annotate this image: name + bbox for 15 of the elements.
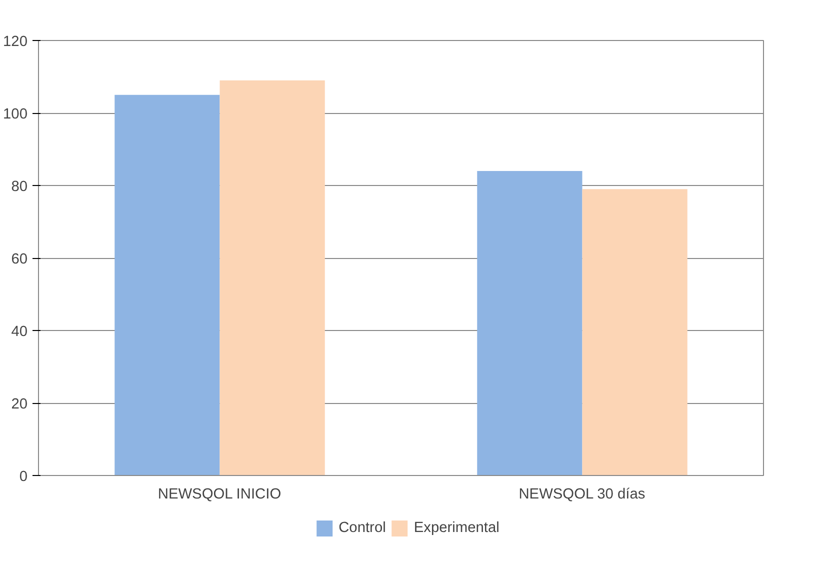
y-tick-label: 0 xyxy=(19,469,28,485)
y-tick-label: 40 xyxy=(11,324,28,340)
legend-label: Experimental xyxy=(414,520,500,536)
legend-label: Control xyxy=(338,520,386,536)
x-tick-label: NEWSQOL INICIO xyxy=(158,486,282,502)
y-tick-label: 60 xyxy=(11,252,28,268)
y-tick-label: 20 xyxy=(11,396,28,412)
bar xyxy=(220,80,325,476)
bar xyxy=(582,189,688,476)
y-tick-label: 120 xyxy=(3,34,28,50)
y-tick-label: 100 xyxy=(3,106,28,122)
y-tick-label: 80 xyxy=(11,179,28,195)
x-tick-label: NEWSQOL 30 días xyxy=(518,486,646,502)
bar xyxy=(114,94,220,476)
bar xyxy=(477,171,582,476)
